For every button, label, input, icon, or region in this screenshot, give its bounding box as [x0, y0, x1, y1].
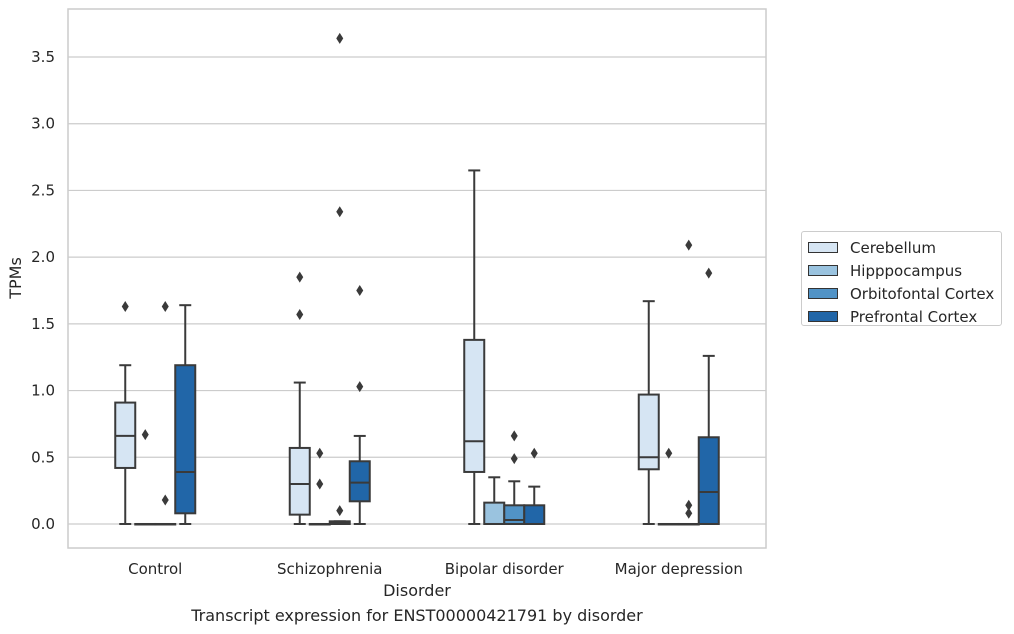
box-orbitofontal-cortex	[503, 430, 526, 525]
x-axis-label: Disorder	[383, 581, 451, 600]
y-tick-label: 2.0	[31, 248, 55, 266]
outlier-point	[685, 239, 693, 251]
grid-lines	[68, 56, 766, 525]
outlier-point	[296, 271, 304, 283]
legend-label: Orbitofontal Cortex	[850, 284, 995, 303]
outlier-point	[510, 430, 518, 442]
box-prefrontal-cortex	[348, 285, 371, 525]
box-orbitofontal-cortex	[677, 239, 700, 526]
legend: Cerebellum Hipppocampus Orbitofontal Corte…	[801, 231, 1002, 326]
x-tick-label: Major depression	[615, 560, 743, 578]
y-tick-label: 3.5	[31, 48, 55, 66]
outlier-point	[336, 206, 344, 218]
outlier-point	[121, 301, 129, 313]
y-tick-label: 0.0	[31, 515, 55, 533]
iqr-box	[483, 501, 506, 525]
iqr-box	[697, 436, 720, 525]
y-tick-label: 1.5	[31, 315, 55, 333]
outlier-point	[161, 301, 169, 313]
box-hipppocampus	[134, 429, 157, 526]
y-tick-label: 3.0	[31, 115, 55, 133]
outlier-point	[356, 285, 364, 297]
legend-item: Hipppocampus	[808, 259, 1001, 282]
outlier-point	[141, 429, 149, 441]
outlier-point	[705, 267, 713, 279]
box-cerebellum	[637, 300, 660, 525]
iqr-box	[503, 504, 526, 525]
outlier-point	[161, 494, 169, 506]
legend-swatch	[808, 288, 838, 299]
box-prefrontal-cortex	[523, 447, 546, 525]
outlier-point	[685, 499, 693, 511]
y-tick-label: 0.5	[31, 448, 55, 466]
outlier-point	[296, 309, 304, 321]
x-tick-labels: Control Schizophrenia Bipolar disorder Majo…	[128, 560, 743, 578]
y-tick-label: 2.5	[31, 181, 55, 199]
outlier-point	[665, 447, 673, 459]
legend-swatch	[808, 242, 838, 253]
y-tick-labels: 0.0 0.5 1.0 1.5 2.0 2.5 3.0 3.5	[31, 48, 55, 533]
x-tick-label: Bipolar disorder	[445, 560, 565, 578]
box-hipppocampus	[483, 476, 506, 525]
outlier-point	[356, 381, 364, 393]
box-cerebellum	[463, 169, 486, 525]
legend-swatch	[808, 265, 838, 276]
legend-item: Prefrontal Cortex	[808, 305, 1001, 328]
outlier-point	[685, 507, 693, 519]
y-tick-label: 1.0	[31, 382, 55, 400]
box-orbitofontal-cortex	[328, 32, 351, 525]
legend-label: Prefrontal Cortex	[850, 307, 978, 326]
outlier-point	[510, 453, 518, 465]
box-cerebellum	[114, 301, 137, 525]
box-hipppocampus	[657, 447, 680, 526]
x-tick-label: Schizophrenia	[277, 560, 382, 578]
plot-frame	[67, 8, 767, 549]
box-orbitofontal-cortex	[154, 301, 177, 526]
iqr-box	[523, 504, 546, 525]
outlier-point	[336, 32, 344, 44]
outlier-point	[336, 505, 344, 517]
box-hipppocampus	[308, 447, 331, 526]
iqr-box	[637, 393, 660, 471]
box-prefrontal-cortex	[174, 304, 197, 525]
x-tick-label: Control	[128, 560, 182, 578]
legend-swatch	[808, 311, 838, 322]
box-series	[114, 32, 720, 526]
legend-item: Orbitofontal Cortex	[808, 282, 1001, 305]
box-cerebellum	[288, 271, 311, 525]
iqr-box	[174, 364, 197, 515]
iqr-box	[463, 338, 486, 473]
outlier-point	[316, 447, 324, 459]
iqr-box	[348, 460, 371, 503]
legend-item: Cerebellum	[808, 236, 1001, 259]
outlier-point	[316, 478, 324, 490]
figure-caption: Transcript expression for ENST0000042179…	[191, 606, 643, 625]
y-axis-label: TPMs	[6, 257, 25, 300]
legend-label: Hipppocampus	[850, 261, 963, 280]
iqr-box	[288, 446, 311, 516]
outlier-point	[530, 447, 538, 459]
legend-label: Cerebellum	[850, 238, 936, 257]
box-prefrontal-cortex	[697, 267, 720, 525]
